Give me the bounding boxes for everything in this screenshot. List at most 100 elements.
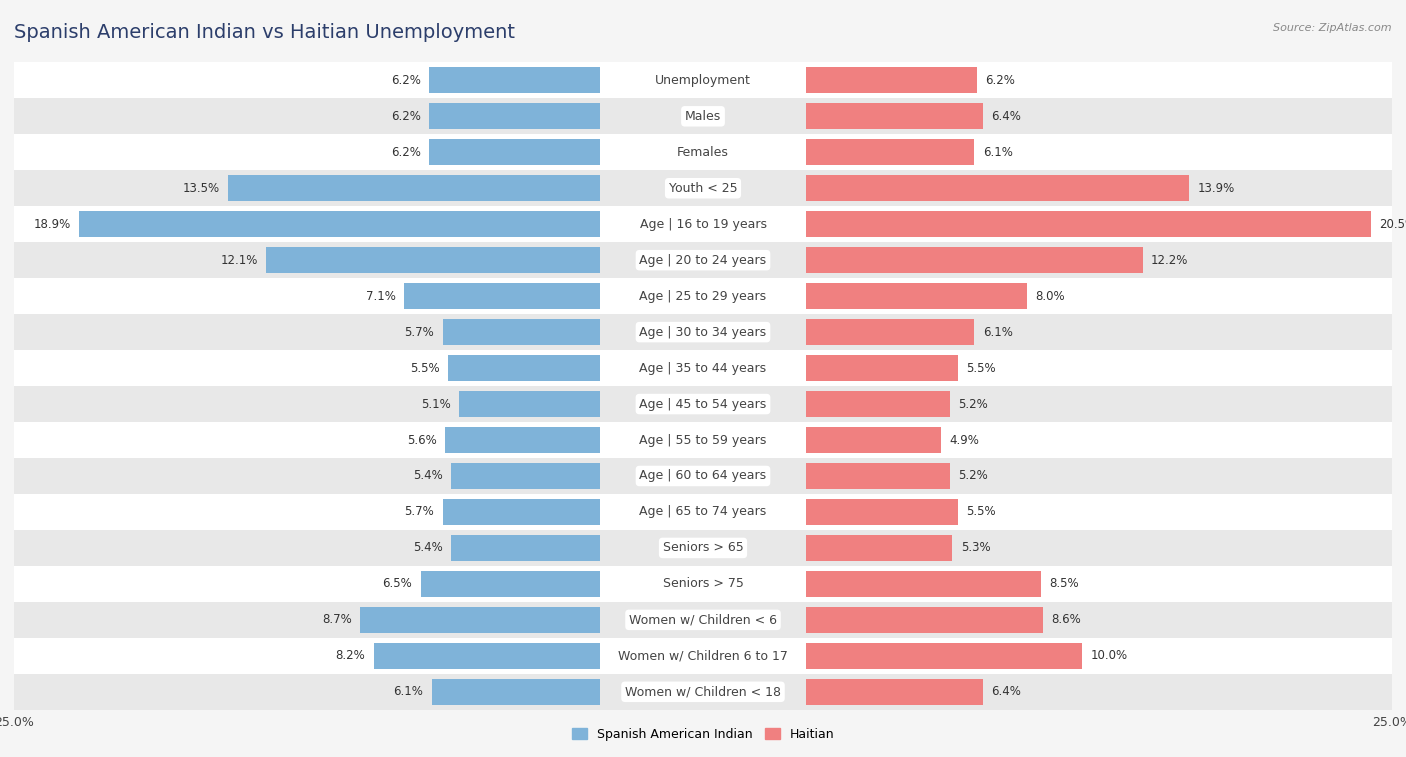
Text: 8.5%: 8.5%: [1049, 578, 1078, 590]
Bar: [14, 134, 1392, 170]
Bar: [446, 427, 599, 453]
Bar: [807, 211, 1371, 237]
Bar: [807, 679, 983, 705]
Bar: [14, 62, 1392, 98]
Text: 5.7%: 5.7%: [405, 326, 434, 338]
Bar: [451, 535, 599, 561]
Text: 5.3%: 5.3%: [960, 541, 990, 554]
Text: Women w/ Children < 18: Women w/ Children < 18: [626, 685, 780, 698]
Text: Age | 16 to 19 years: Age | 16 to 19 years: [640, 218, 766, 231]
Text: 6.1%: 6.1%: [983, 326, 1012, 338]
Text: 13.9%: 13.9%: [1198, 182, 1234, 195]
Legend: Spanish American Indian, Haitian: Spanish American Indian, Haitian: [568, 724, 838, 744]
Text: Age | 35 to 44 years: Age | 35 to 44 years: [640, 362, 766, 375]
Bar: [420, 571, 599, 597]
Bar: [807, 283, 1026, 309]
Text: 12.2%: 12.2%: [1152, 254, 1188, 266]
Bar: [14, 638, 1392, 674]
Text: Women w/ Children 6 to 17: Women w/ Children 6 to 17: [619, 650, 787, 662]
Bar: [460, 391, 599, 417]
Text: 5.5%: 5.5%: [411, 362, 440, 375]
Text: Females: Females: [678, 146, 728, 159]
Text: 5.1%: 5.1%: [422, 397, 451, 410]
Bar: [807, 463, 949, 489]
Text: Age | 60 to 64 years: Age | 60 to 64 years: [640, 469, 766, 482]
Text: Unemployment: Unemployment: [655, 74, 751, 87]
Text: Youth < 25: Youth < 25: [669, 182, 737, 195]
Bar: [807, 176, 1189, 201]
Text: 18.9%: 18.9%: [34, 218, 70, 231]
Bar: [374, 643, 599, 668]
Bar: [432, 679, 599, 705]
Bar: [14, 530, 1392, 566]
Bar: [451, 463, 599, 489]
Text: 6.4%: 6.4%: [991, 685, 1021, 698]
Text: 4.9%: 4.9%: [949, 434, 980, 447]
Bar: [14, 278, 1392, 314]
Bar: [807, 499, 957, 525]
Text: 5.5%: 5.5%: [966, 362, 995, 375]
Text: Age | 65 to 74 years: Age | 65 to 74 years: [640, 506, 766, 519]
Bar: [14, 170, 1392, 206]
Bar: [429, 104, 599, 129]
Text: 6.4%: 6.4%: [991, 110, 1021, 123]
Bar: [807, 104, 983, 129]
Bar: [807, 355, 957, 381]
Bar: [807, 391, 949, 417]
Bar: [14, 242, 1392, 278]
Text: 6.2%: 6.2%: [391, 110, 420, 123]
Text: Age | 30 to 34 years: Age | 30 to 34 years: [640, 326, 766, 338]
Text: 5.2%: 5.2%: [957, 397, 987, 410]
Bar: [429, 67, 599, 93]
Text: Age | 45 to 54 years: Age | 45 to 54 years: [640, 397, 766, 410]
Text: 13.5%: 13.5%: [183, 182, 219, 195]
Text: 20.5%: 20.5%: [1379, 218, 1406, 231]
Bar: [807, 67, 977, 93]
Bar: [266, 248, 599, 273]
Bar: [807, 643, 1083, 668]
Text: 10.0%: 10.0%: [1090, 650, 1128, 662]
Text: 5.4%: 5.4%: [413, 541, 443, 554]
Bar: [360, 607, 599, 633]
Text: 5.6%: 5.6%: [408, 434, 437, 447]
Text: Males: Males: [685, 110, 721, 123]
Bar: [449, 355, 599, 381]
Bar: [14, 206, 1392, 242]
Text: Spanish American Indian vs Haitian Unemployment: Spanish American Indian vs Haitian Unemp…: [14, 23, 515, 42]
Bar: [807, 607, 1043, 633]
Text: 6.2%: 6.2%: [986, 74, 1015, 87]
Text: Age | 20 to 24 years: Age | 20 to 24 years: [640, 254, 766, 266]
Bar: [14, 314, 1392, 350]
Bar: [443, 499, 599, 525]
Text: 5.7%: 5.7%: [405, 506, 434, 519]
Text: 8.0%: 8.0%: [1035, 290, 1064, 303]
Bar: [14, 566, 1392, 602]
Bar: [807, 571, 1040, 597]
Bar: [807, 427, 942, 453]
Bar: [14, 494, 1392, 530]
Bar: [14, 458, 1392, 494]
Text: 8.6%: 8.6%: [1052, 613, 1081, 626]
Bar: [14, 674, 1392, 710]
Bar: [14, 386, 1392, 422]
Bar: [807, 319, 974, 345]
Text: Women w/ Children < 6: Women w/ Children < 6: [628, 613, 778, 626]
Bar: [807, 248, 1143, 273]
Text: Age | 55 to 59 years: Age | 55 to 59 years: [640, 434, 766, 447]
Text: Age | 25 to 29 years: Age | 25 to 29 years: [640, 290, 766, 303]
Text: 8.7%: 8.7%: [322, 613, 352, 626]
Text: 5.2%: 5.2%: [957, 469, 987, 482]
Bar: [14, 98, 1392, 134]
Text: 6.2%: 6.2%: [391, 74, 420, 87]
Bar: [228, 176, 599, 201]
Text: 5.4%: 5.4%: [413, 469, 443, 482]
Bar: [404, 283, 599, 309]
Bar: [79, 211, 599, 237]
Bar: [443, 319, 599, 345]
Bar: [807, 139, 974, 165]
Text: 7.1%: 7.1%: [366, 290, 395, 303]
Text: 6.5%: 6.5%: [382, 578, 412, 590]
Bar: [14, 422, 1392, 458]
Bar: [14, 350, 1392, 386]
Text: 6.1%: 6.1%: [983, 146, 1012, 159]
